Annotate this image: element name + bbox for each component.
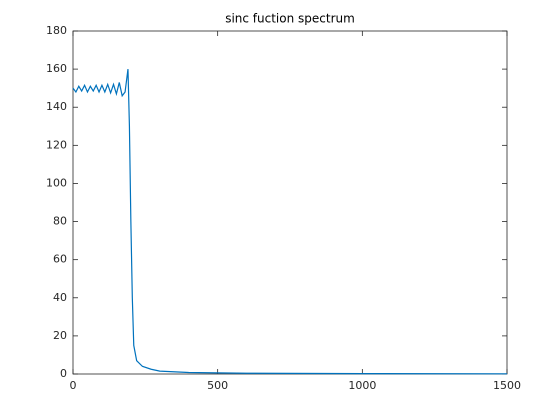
x-tick-label: 500 [207, 379, 228, 392]
y-tick-label: 40 [53, 291, 67, 304]
y-tick-label: 180 [46, 24, 67, 37]
y-tick-label: 140 [46, 100, 67, 113]
y-tick-label: 120 [46, 138, 67, 151]
line-series [72, 69, 508, 375]
x-tick-label: 1500 [493, 379, 521, 392]
y-tick-label: 100 [46, 176, 67, 189]
x-tick-label: 0 [70, 379, 77, 392]
y-tick-label: 80 [53, 215, 67, 228]
y-tick-label: 60 [53, 253, 67, 266]
y-tick-label: 160 [46, 62, 67, 75]
chart-title: sinc fuction spectrum [225, 12, 355, 26]
y-tick-label: 20 [53, 329, 67, 342]
x-tick-label: 1000 [348, 379, 376, 392]
plot-box [72, 30, 508, 375]
y-tick-label: 0 [60, 367, 67, 380]
